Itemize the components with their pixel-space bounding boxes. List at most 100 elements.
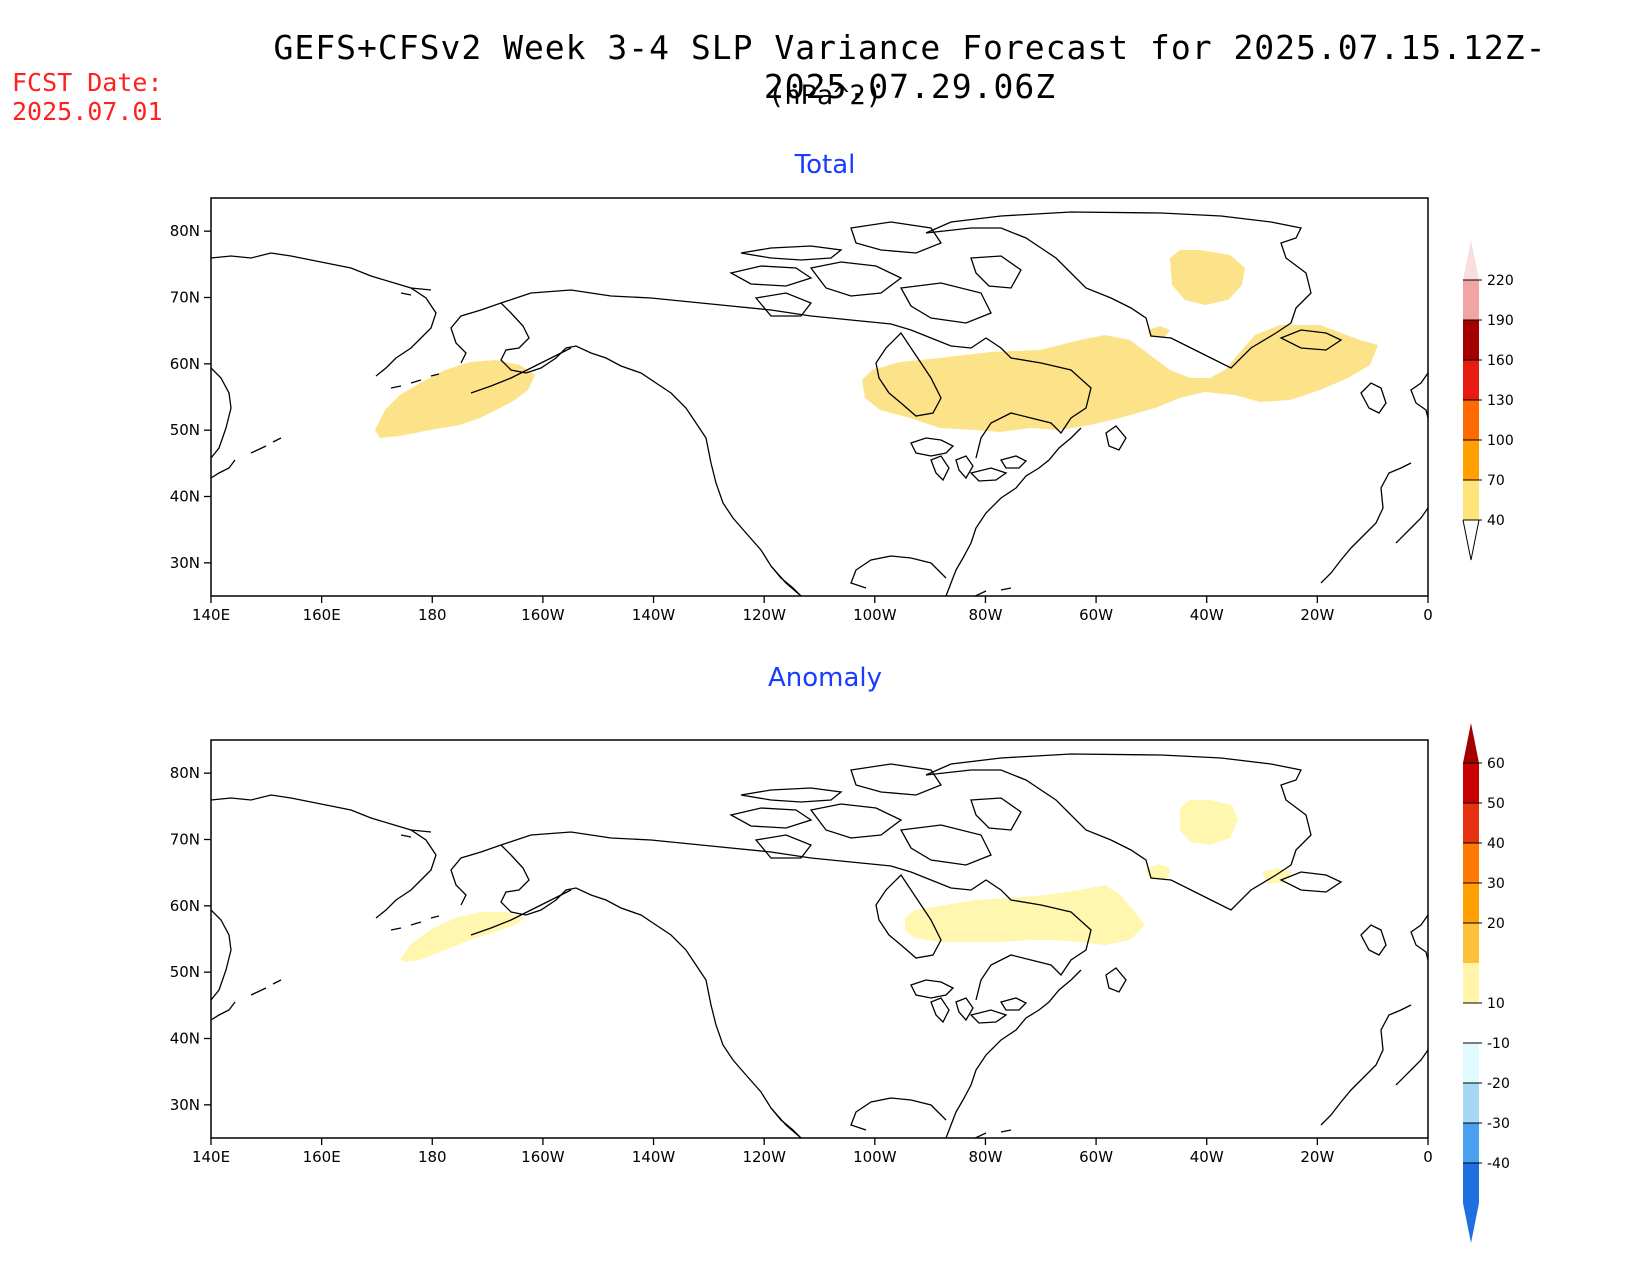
colorbar-arrow-bottom — [1463, 1203, 1479, 1243]
shaded-regions-total — [211, 211, 1428, 596]
colorbar-label: 40 — [1487, 836, 1505, 852]
colorbar-total: 220 190 160 130 100 70 40 — [1462, 240, 1514, 561]
map-panel-anomaly: 80N 70N 60N 50N 40N 30N 140E 160E 180 160W 140W 120… — [170, 723, 1510, 1243]
lat-tick-label: 40N — [170, 488, 200, 506]
chart-title: GEFS+CFSv2 Week 3-4 SLP Variance Forecas… — [273, 28, 1547, 106]
panel-title-total: Total — [794, 150, 856, 180]
map-panel-total: 80N 70N 60N 50N 40N 30N 140E 160E 180 160W 140W 120… — [170, 197, 1514, 624]
lat-tick-label: 80N — [170, 764, 200, 782]
lon-tick-label: 160E — [303, 606, 341, 624]
colorbar-label: 190 — [1487, 313, 1514, 329]
colorbar-box — [1463, 1083, 1479, 1123]
axes-total: 80N 70N 60N 50N 40N 30N 140E 160E 180 160W 140W 120… — [170, 222, 1433, 624]
colorbar-label: 220 — [1487, 273, 1514, 289]
colorbar-arrow-top — [1463, 723, 1479, 763]
lon-tick-label: 140W — [632, 1148, 676, 1166]
colorbar-label: 50 — [1487, 796, 1505, 812]
colorbar-box — [1463, 763, 1479, 803]
colorbar-label: 20 — [1487, 916, 1505, 932]
lon-tick-label: 160W — [521, 606, 565, 624]
colorbar-box — [1463, 1163, 1479, 1203]
lon-tick-label: 100W — [853, 606, 897, 624]
lon-tick-label: 80W — [968, 1148, 1002, 1166]
lon-tick-label: 60W — [1079, 606, 1113, 624]
colorbar-label: -10 — [1487, 1036, 1510, 1052]
map-frame-anomaly — [211, 740, 1428, 1138]
colorbar-box — [1463, 400, 1479, 440]
anomaly-area-small-2 — [1262, 868, 1292, 884]
variance-area-greenland — [1170, 250, 1245, 305]
lon-tick-label: 20W — [1300, 606, 1334, 624]
lon-tick-label: 160E — [303, 1148, 341, 1166]
forecast-date-label: FCST Date: — [12, 68, 163, 97]
colorbar-box — [1463, 963, 1479, 1003]
colorbar-label: -20 — [1487, 1076, 1510, 1092]
lat-tick-label: 80N — [170, 222, 200, 240]
colorbar-box — [1463, 923, 1479, 963]
lat-tick-label: 40N — [170, 1030, 200, 1048]
lat-tick-label: 30N — [170, 554, 200, 572]
forecast-date-block: FCST Date: 2025.07.01 — [12, 68, 163, 126]
lat-tick-label: 70N — [170, 831, 200, 849]
colorbar-label: 100 — [1487, 433, 1514, 449]
lon-tick-label: 160W — [521, 1148, 565, 1166]
colorbar-box — [1463, 320, 1479, 360]
variance-area-north-atlantic — [862, 325, 1378, 432]
panel-title-anomaly: Anomaly — [767, 663, 883, 693]
lon-tick-label: 60W — [1079, 1148, 1113, 1166]
lon-tick-label: 140E — [192, 606, 230, 624]
colorbar-box — [1463, 803, 1479, 843]
colorbar-box — [1463, 360, 1479, 400]
lat-tick-label: 60N — [170, 355, 200, 373]
colorbar-label: -30 — [1487, 1116, 1510, 1132]
colorbar-arrow-top — [1463, 240, 1479, 280]
lon-tick-label: 120W — [742, 606, 786, 624]
units-label: (hPa^2) — [768, 80, 882, 111]
lat-tick-label: 50N — [170, 421, 200, 439]
lon-tick-label: 80W — [968, 606, 1002, 624]
colorbar-label: 70 — [1487, 473, 1505, 489]
anomaly-area-small-1 — [1145, 864, 1170, 880]
lon-tick-label: 140E — [192, 1148, 230, 1166]
lon-tick-label: 20W — [1300, 1148, 1334, 1166]
anomaly-area-canada — [905, 885, 1145, 945]
colorbar-box — [1463, 1003, 1479, 1043]
lon-tick-label: 40W — [1190, 1148, 1224, 1166]
colorbar-box — [1463, 440, 1479, 480]
lon-tick-label: 0 — [1423, 1148, 1433, 1166]
forecast-date-value: 2025.07.01 — [12, 97, 163, 126]
colorbar-label: -40 — [1487, 1156, 1510, 1172]
lon-tick-label: 180 — [418, 606, 447, 624]
lon-tick-label: 140W — [632, 606, 676, 624]
lat-tick-label: 70N — [170, 289, 200, 307]
shaded-regions-anomaly — [211, 753, 1428, 1138]
colorbar-box — [1463, 843, 1479, 883]
lat-tick-label: 30N — [170, 1096, 200, 1114]
colorbar-arrow-bottom — [1462, 519, 1480, 561]
anomaly-area-greenland — [1180, 800, 1238, 845]
lon-tick-label: 40W — [1190, 606, 1224, 624]
colorbar-box — [1463, 883, 1479, 923]
variance-area-small — [1148, 326, 1170, 337]
colorbar-label: 10 — [1487, 996, 1505, 1012]
anomaly-area-bering — [400, 912, 525, 962]
axes-anomaly: 80N 70N 60N 50N 40N 30N 140E 160E 180 160W 140W 120… — [170, 764, 1433, 1166]
colorbar-label: 40 — [1487, 513, 1505, 529]
colorbar-label: 160 — [1487, 353, 1514, 369]
colorbar-label: 30 — [1487, 876, 1505, 892]
colorbar-anomaly: 60 50 40 30 20 10 -10 -20 -30 -40 — [1463, 723, 1510, 1243]
variance-area-bering — [375, 360, 535, 438]
colorbar-label: 60 — [1487, 756, 1505, 772]
colorbar-box — [1463, 480, 1479, 520]
colorbar-box — [1463, 1123, 1479, 1163]
lon-tick-label: 100W — [853, 1148, 897, 1166]
colorbar-label: 130 — [1487, 393, 1514, 409]
lon-tick-label: 180 — [418, 1148, 447, 1166]
lon-tick-label: 0 — [1423, 606, 1433, 624]
lat-tick-label: 60N — [170, 897, 200, 915]
colorbar-box — [1463, 280, 1479, 320]
lon-tick-label: 120W — [742, 1148, 786, 1166]
colorbar-box — [1463, 1043, 1479, 1083]
lat-tick-label: 50N — [170, 963, 200, 981]
